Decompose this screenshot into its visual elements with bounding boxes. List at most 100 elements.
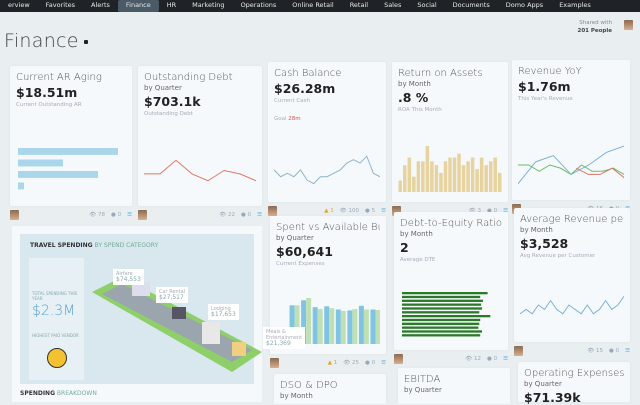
dashboard-card[interactable]: DSO & DPO by Month [274,374,386,404]
card-value: $71.39k [524,390,581,405]
dashboard-card[interactable]: Current AR Aging $18.51m Current Outstandi… [10,66,132,206]
chart-bar [475,169,479,192]
dashboard-card[interactable]: Cash Balance $26.28m Current Cash Goal 28m [268,62,386,202]
card-menu-icon[interactable]: ☰ [503,208,508,214]
chart-bar [329,308,335,344]
nav-item[interactable]: Sales [384,1,402,9]
chart-bar [402,330,483,333]
nav-item[interactable]: Favorites [45,1,76,9]
chart-bar [18,182,24,190]
comments-count[interactable]: ● 0 [487,356,498,362]
top-nav: erview Favorites Alerts Finance HR Marketing O… [0,0,640,12]
chart-bar [18,159,63,167]
alert-icon[interactable]: ▲ 1 [324,208,334,214]
nav-item[interactable]: Domo Apps [505,1,544,9]
card-caption: Current Expenses [276,261,325,267]
nav-item[interactable]: Documents [452,1,490,9]
card-menu-icon[interactable]: ☰ [257,212,262,218]
owner-avatar[interactable] [138,210,147,220]
card-subtitle: by Quarter [276,234,314,242]
card-title: Outstanding Debt [144,72,233,83]
chart-line [576,167,624,178]
chart-bar [317,309,323,344]
card-subtitle: by Month [520,226,553,234]
dashboard-card[interactable]: Average Revenue per ...by Month $3,528 Avg… [514,208,630,342]
comments-count[interactable]: ● 0 [111,212,122,218]
chart-bar [324,306,330,344]
comments-count[interactable]: ● 0 [609,348,620,354]
card-chart [18,148,118,190]
travel-category-tag[interactable]: Airfare $74,553 [113,269,144,285]
alert-icon[interactable]: ▲ 1 [327,360,338,366]
owner-avatar[interactable] [270,358,279,368]
card-value: 2 [400,240,409,255]
chart-bar [488,161,493,192]
card-menu-icon[interactable]: ☰ [503,356,508,362]
owner-avatar[interactable] [394,354,403,364]
nav-item[interactable]: erview [8,1,30,9]
dashboard-card[interactable]: Operating Expenses: ...by Quarter $71.39k [518,362,630,405]
card-menu-icon[interactable]: ☰ [127,212,132,218]
nav-item[interactable]: Operations [240,1,277,9]
chart-line [274,155,380,185]
card-chart [144,159,256,182]
card-menu-icon[interactable]: ☰ [381,208,386,214]
dashboard-card[interactable]: Revenue YoY $1.76m This Year's Revenue [512,60,630,200]
owner-avatar[interactable] [392,206,401,216]
card-footer: 👁 22 ● 0 ☰ [138,208,262,222]
card-subtitle: by Month [398,80,431,88]
card-caption: Average DTE [400,257,436,263]
owner-avatar[interactable] [10,210,19,220]
nav-item[interactable]: Retail [349,1,369,9]
nav-item[interactable]: Examples [559,1,591,9]
nav-item[interactable]: Social [417,1,437,9]
chart-bar [425,146,430,192]
card-value: $26.28m [274,81,336,96]
chart-bar [452,157,457,192]
travel-spending-card[interactable]: TRAVEL SPENDING BY SPEND CATEGORY TOTAL … [12,226,306,402]
card-footer: ▲ 1 👁 100 ● 5 ☰ [268,204,386,218]
avatar[interactable] [624,20,633,30]
comments-count[interactable]: ● 0 [365,360,376,366]
chart-bar [479,157,484,192]
chart-bar [497,172,502,192]
chart-bar [398,180,403,192]
comments-count[interactable]: ● 0 [241,212,252,218]
nav-item[interactable]: HR [166,1,177,9]
chart-bar [443,161,448,192]
nav-item[interactable]: Marketing [192,1,225,9]
card-title: Debt-to-Equity Ratio [400,218,502,229]
chart-bar [461,165,466,192]
chart-bar [430,161,434,192]
nav-item[interactable]: Finance [117,0,159,12]
dashboard-card[interactable]: Debt-to-Equity Ratio by Month 2 Average DTE [394,212,508,350]
card-menu-icon[interactable]: ☰ [381,360,386,366]
chart-bar [370,309,376,344]
dashboard-card[interactable]: Outstanding Debt by Quarter $703.1k Outstan… [138,66,262,206]
card-chart [518,145,624,185]
card-caption: Avg Revenue per Customer [520,253,596,259]
chart-bar [402,307,483,310]
nav-item[interactable]: Online Retail [292,1,334,9]
dashboard-card[interactable]: EBITDA by Quarter [398,368,510,404]
shared-with[interactable]: Shared with 201 People [577,20,613,34]
chart-line [518,164,624,176]
travel-category-tag[interactable]: Meals & Entertainment $21,369 [263,327,306,349]
owner-avatar[interactable] [268,206,277,216]
card-title: Current AR Aging [16,72,102,83]
card-title: EBITDA [404,374,441,385]
comments-count[interactable]: ● 5 [365,208,376,214]
travel-category-tag[interactable]: Lodging $17,653 [208,304,239,320]
comments-count[interactable]: ● 0 [487,208,498,214]
owner-avatar[interactable] [514,346,523,356]
chart-bar [407,157,412,192]
dashboard-card[interactable]: Return on Assets by Month .8 % ROA This Mon… [392,62,508,202]
chart-bar [402,318,481,322]
card-value: .8 % [398,90,429,105]
travel-category-tag[interactable]: Car Rental $27,517 [156,287,189,303]
card-menu-icon[interactable]: ☰ [625,348,630,354]
nav-item[interactable]: Alerts [91,1,110,9]
page-title: Finance [4,30,88,52]
card-value: $18.51m [16,85,78,100]
chart-bar [294,305,300,344]
